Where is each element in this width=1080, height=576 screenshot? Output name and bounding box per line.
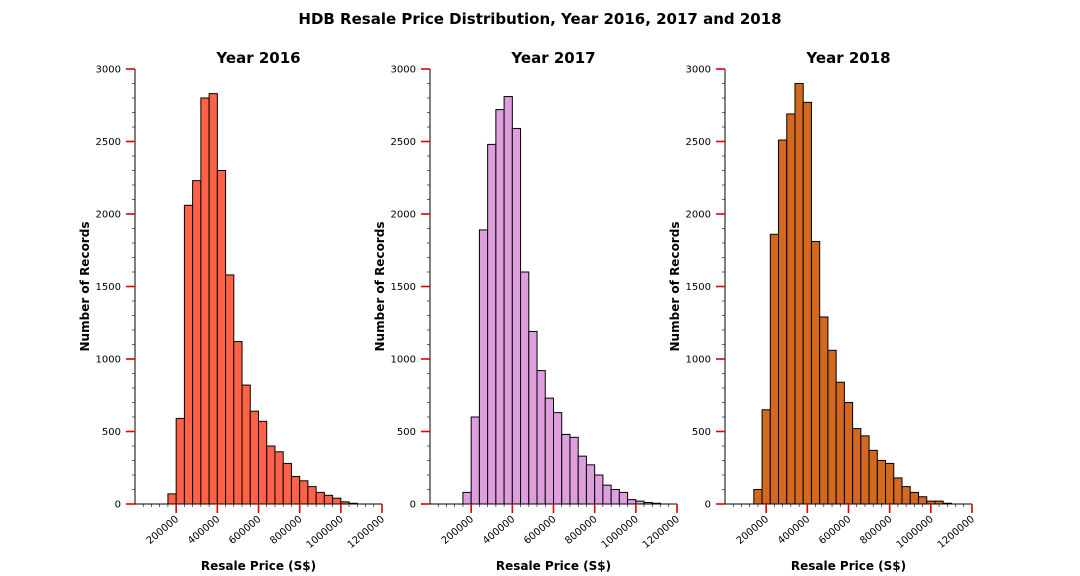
histogram-bar: [225, 274, 235, 505]
y-tick-label: 3000: [96, 65, 121, 76]
histogram-bar: [487, 143, 497, 505]
histogram-bar: [183, 204, 194, 505]
histogram-bar: [511, 127, 522, 505]
histogram-bar: [761, 409, 771, 505]
histogram-bar: [835, 381, 845, 505]
histogram-bar: [794, 83, 804, 505]
histogram-bar: [594, 474, 604, 505]
histogram-bar: [909, 491, 919, 505]
histogram-bar: [520, 271, 530, 505]
y-tick-label: 500: [102, 427, 121, 438]
histogram-bar: [528, 330, 538, 505]
figure-suptitle: HDB Resale Price Distribution, Year 2016…: [298, 10, 781, 28]
histogram-bar: [299, 480, 309, 505]
histogram-bar: [495, 109, 505, 505]
histogram-bar: [577, 455, 587, 505]
y-tick-label: 1000: [686, 355, 711, 366]
y-tick-label: 2000: [391, 210, 416, 221]
histogram-bar: [503, 96, 513, 505]
histogram-bar: [843, 402, 854, 505]
histogram-bar: [216, 170, 227, 505]
y-tick-label: 3000: [686, 65, 711, 76]
histogram-bar: [470, 416, 480, 505]
histogram-bar: [192, 180, 202, 505]
y-tick-label: 1500: [96, 282, 121, 293]
histogram-bar: [233, 341, 243, 505]
histogram-bar: [315, 491, 325, 505]
x-axis-label: Resale Price (S$): [791, 559, 906, 573]
histogram-bar: [810, 241, 821, 505]
histogram-bar: [553, 412, 563, 505]
histogram-bar: [282, 462, 292, 505]
x-axis-label: Resale Price (S$): [201, 559, 316, 573]
histogram-bar: [860, 435, 870, 505]
histogram-bar: [478, 229, 489, 505]
histogram-bar: [753, 489, 763, 505]
y-tick-label: 0: [115, 500, 121, 511]
histogram-bar: [266, 445, 276, 505]
y-tick-label: 3000: [391, 65, 416, 76]
y-tick-label: 2500: [686, 137, 711, 148]
histogram-bar: [258, 420, 268, 505]
chart-title: Year 2017: [510, 49, 595, 67]
histogram-bar: [536, 370, 546, 505]
histogram-bar: [175, 417, 185, 505]
y-axis-label: Number of Records: [78, 222, 92, 352]
histogram-bar: [167, 493, 177, 505]
histogram-bar: [200, 97, 210, 505]
y-tick-label: 500: [692, 427, 711, 438]
histogram-bar: [885, 462, 895, 505]
histogram-bar: [893, 477, 903, 505]
histogram-bar: [876, 460, 887, 505]
histogram-bar: [868, 449, 878, 505]
histogram-bar: [819, 316, 829, 505]
histogram-bar: [610, 489, 620, 505]
y-tick-label: 2500: [391, 137, 416, 148]
histogram-bar: [332, 497, 342, 505]
y-tick-label: 2000: [686, 210, 711, 221]
chart-title: Year 2018: [805, 49, 890, 67]
histogram-bar: [544, 397, 554, 505]
histogram-bar: [917, 496, 928, 505]
y-axis-label: Number of Records: [668, 222, 682, 352]
y-tick-label: 2000: [96, 210, 121, 221]
histogram-bar: [827, 349, 837, 505]
y-tick-label: 1500: [391, 282, 416, 293]
histogram-bar: [802, 101, 812, 505]
histogram-bar: [778, 139, 788, 505]
y-tick-label: 500: [397, 427, 416, 438]
histogram-bar: [769, 233, 780, 505]
histogram-bar: [627, 499, 637, 505]
histogram-bar: [585, 464, 596, 505]
y-tick-label: 1000: [391, 355, 416, 366]
histogram-bar: [602, 484, 612, 505]
histogram-bar: [786, 113, 796, 505]
y-tick-label: 1500: [686, 282, 711, 293]
histogram-bar: [290, 475, 301, 505]
histogram-bar: [618, 491, 629, 505]
y-axis-label: Number of Records: [373, 222, 387, 352]
histogram-bar: [561, 433, 571, 505]
histogram-bar: [852, 428, 862, 505]
histogram-bar: [241, 384, 251, 505]
histogram-bar: [901, 486, 911, 505]
x-axis-label: Resale Price (S$): [496, 559, 611, 573]
histogram-bar: [274, 451, 284, 505]
y-tick-label: 2500: [96, 137, 121, 148]
histogram-bar: [208, 93, 218, 505]
y-tick-label: 1000: [96, 355, 121, 366]
chart-title: Year 2016: [215, 49, 300, 67]
histogram-bar: [569, 436, 579, 505]
histogram-bar: [307, 486, 317, 505]
histogram-bar: [249, 410, 259, 505]
y-tick-label: 0: [410, 500, 416, 511]
histogram-bar: [462, 491, 472, 505]
histogram-bar: [323, 494, 334, 505]
y-tick-label: 0: [705, 500, 711, 511]
